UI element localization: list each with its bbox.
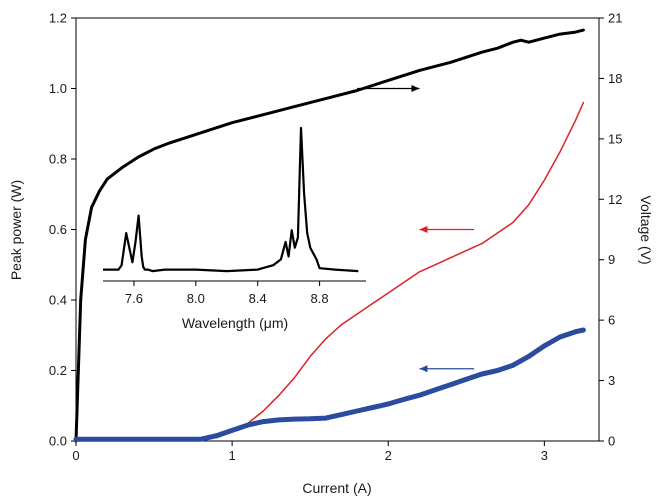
series-axis-arrows (357, 85, 475, 373)
y2-tick-label: 6 (608, 313, 615, 328)
series-arrow-head (411, 85, 420, 92)
spectrum-line (103, 126, 359, 273)
y2-tick-label: 21 (608, 11, 622, 26)
y2-tick-label: 3 (608, 373, 615, 388)
main-plot-series (73, 28, 586, 443)
y-tick-label: 0.2 (49, 363, 67, 378)
y2-tick-label: 18 (608, 71, 622, 86)
y-tick-label: 0.0 (49, 434, 67, 449)
power-curve-red (75, 101, 585, 440)
inset-x-tick-label: 8.0 (187, 291, 205, 306)
x-tick-label: 1 (229, 448, 236, 463)
inset-x-tick-label: 7.6 (125, 291, 143, 306)
inset-spectrum: 7.6 8.0 8.4 8.8 Wavelength (μm) (103, 126, 366, 331)
y2-tick-label: 12 (608, 192, 622, 207)
x-tick-label: 0 (72, 448, 79, 463)
y-tick-label: 0.4 (49, 293, 67, 308)
y2-tick-label: 15 (608, 131, 622, 146)
x-tick-label: 3 (541, 448, 548, 463)
series-arrow-head (419, 365, 428, 373)
inset-x-axis-title: Wavelength (μm) (182, 315, 288, 331)
x-axis-title: Current (A) (302, 480, 371, 496)
voltage-curve (74, 28, 585, 443)
inset-plot-series (103, 126, 359, 273)
y2-tick-label: 9 (608, 252, 615, 267)
inset-axis-ticks: 7.6 8.0 8.4 8.8 (125, 281, 329, 306)
y-tick-label: 0.6 (49, 222, 67, 237)
y-tick-label: 1.0 (49, 81, 67, 96)
y-tick-label: 1.2 (49, 11, 67, 26)
y2-tick-label: 0 (608, 434, 615, 449)
inset-x-tick-label: 8.4 (249, 291, 267, 306)
series-arrow-head (419, 226, 428, 233)
y-axis-title: Peak power (W) (8, 180, 24, 280)
y-tick-label: 0.8 (49, 152, 67, 167)
x-tick-label: 2 (385, 448, 392, 463)
inset-x-tick-label: 8.8 (311, 291, 329, 306)
power-curve-blue (73, 327, 586, 442)
y2-axis-title: Voltage (V) (638, 195, 654, 264)
